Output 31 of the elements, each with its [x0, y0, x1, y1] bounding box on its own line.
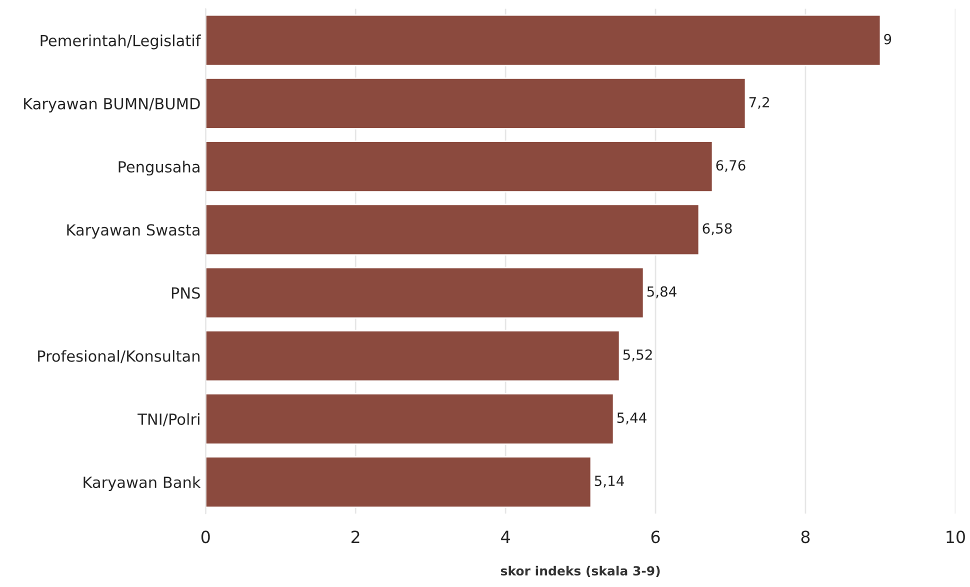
bar	[206, 456, 592, 508]
data-label: 5,52	[623, 349, 652, 362]
x-tick-label: 6	[651, 530, 660, 544]
data-label: 7,2	[749, 96, 769, 109]
y-tick-label: Karyawan BUMN/BUMD	[24, 98, 200, 112]
data-label: 6,58	[702, 223, 732, 236]
bar	[206, 393, 614, 445]
y-tick-label: Karyawan Swasta	[67, 224, 200, 239]
data-label: 9	[884, 34, 892, 44]
data-label: 5,84	[647, 286, 676, 298]
bar	[206, 266, 644, 319]
data-label: 6,76	[716, 160, 746, 172]
bar	[206, 204, 700, 256]
x-tick-label: 2	[352, 530, 360, 543]
bar	[206, 140, 714, 192]
y-tick-label: Pemerintah/Legislatif	[40, 34, 202, 50]
x-tick-label: 10	[946, 530, 965, 544]
y-tick-label: PNS	[172, 287, 200, 299]
x-tick-label: 8	[801, 530, 810, 544]
data-label: 5,14	[594, 476, 624, 488]
y-tick-label: Pengusaha	[118, 160, 200, 176]
y-tick-label: TNI/Polri	[138, 413, 200, 426]
y-tick-label: Karyawan Bank	[84, 476, 201, 492]
x-axis-title: skor indeks (skala 3-9)	[500, 566, 660, 578]
bar	[206, 14, 882, 66]
x-tick-label: 4	[501, 530, 510, 543]
y-tick-label: Profesional/Konsultan	[38, 350, 200, 364]
data-label: 5,44	[617, 412, 646, 424]
bar	[206, 330, 620, 382]
bar	[206, 78, 746, 130]
x-tick-label: 0	[201, 530, 210, 544]
